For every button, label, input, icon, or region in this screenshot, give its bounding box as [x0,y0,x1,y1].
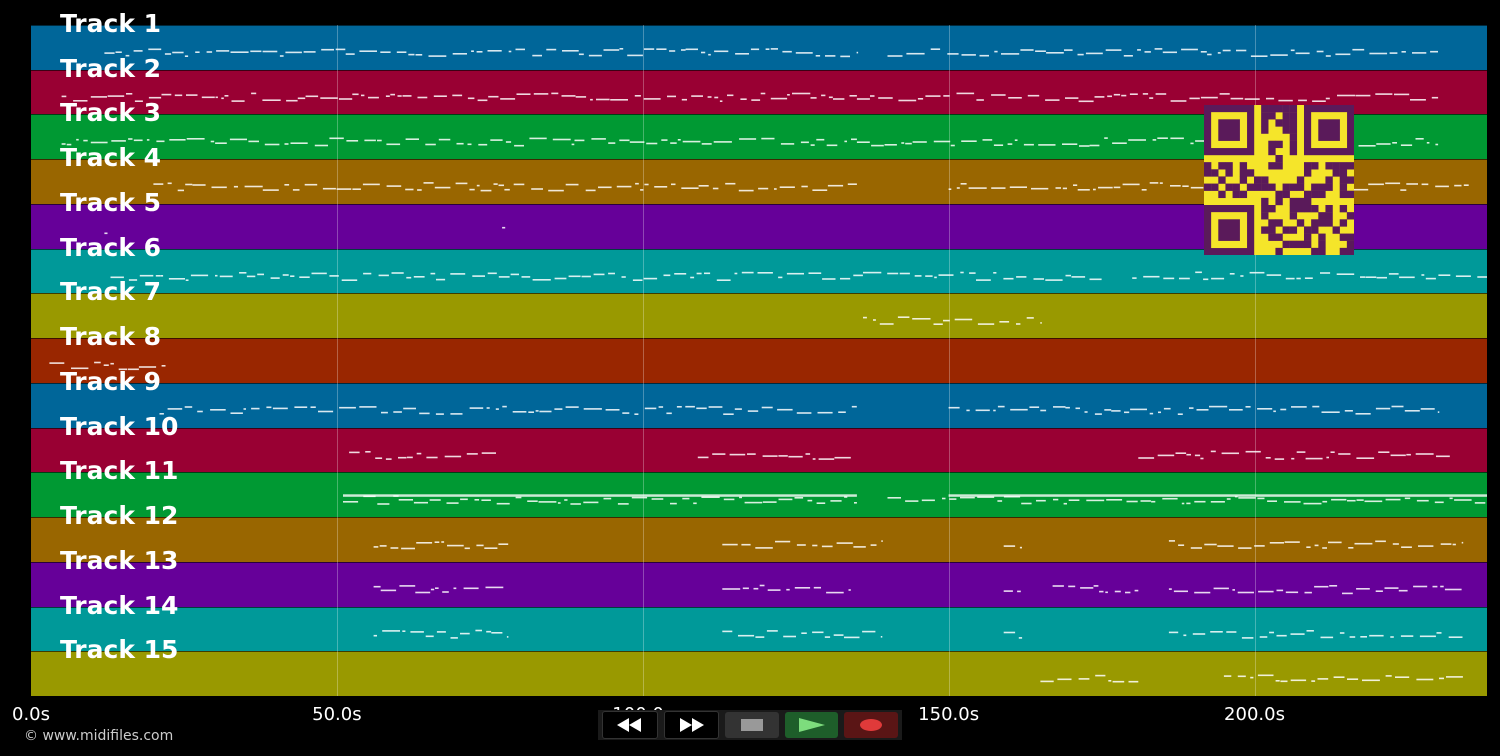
track-lane[interactable]: Track 6 [31,233,1487,294]
track-lane[interactable]: Track 11 [31,456,1487,518]
track-label: Track 7 [60,277,162,307]
track-label: Track 14 [60,590,179,620]
time-tick-label: 200.0s [1224,704,1285,725]
stop-icon [740,719,763,731]
grid-line [336,25,338,696]
track-lane[interactable]: Track 1 [31,9,1487,70]
track-lane[interactable]: Track 12 [31,501,1487,562]
play-icon [798,718,825,732]
track-label: Track 4 [60,143,162,173]
track-label: Track 12 [60,501,179,531]
time-tick-label: 0.0s [11,704,51,725]
track-label: Track 3 [60,98,162,128]
track-lane[interactable]: Track 7 [31,277,1487,339]
grid-line [642,25,644,696]
track-label: Track 6 [60,232,162,262]
time-tick-label: 150.0s [918,704,980,725]
track-lane[interactable]: Track 9 [31,367,1487,428]
track-lane[interactable]: Track 15 [31,635,1487,696]
track-label: Track 8 [60,322,162,352]
track-label: Track 9 [60,366,162,396]
rewind-icon [616,718,641,732]
fast-forward-button[interactable] [663,711,720,739]
play-button[interactable] [784,712,839,738]
track-label: Track 13 [60,545,179,575]
transport-controls [598,710,902,740]
record-icon [860,719,883,731]
qr-code-icon [1204,105,1355,256]
track-label: Track 11 [60,456,179,486]
copyright-text: © www.midifiles.com [24,728,174,744]
track-lane[interactable]: Track 13 [31,546,1487,607]
rewind-button[interactable] [602,711,658,739]
track-label: Track 1 [60,9,162,38]
piano-roll[interactable]: Track 1 Track 2 Track 3 Track 4 Track 5 Track… [31,9,1487,696]
track-label: Track 15 [60,635,179,665]
track-label: Track 10 [60,411,179,441]
track-label: Track 5 [60,187,162,217]
record-button[interactable] [844,712,898,738]
track-lane[interactable]: Track 10 [31,412,1487,473]
fast-forward-icon [680,718,705,732]
track-lane[interactable]: Track 8 [31,322,1487,383]
grid-line [1254,25,1256,696]
stop-button[interactable] [725,712,779,738]
track-lane[interactable]: Track 14 [31,591,1487,652]
grid-line [948,25,950,696]
time-tick-label: 50.0s [312,704,362,725]
track-label: Track 2 [60,53,162,83]
